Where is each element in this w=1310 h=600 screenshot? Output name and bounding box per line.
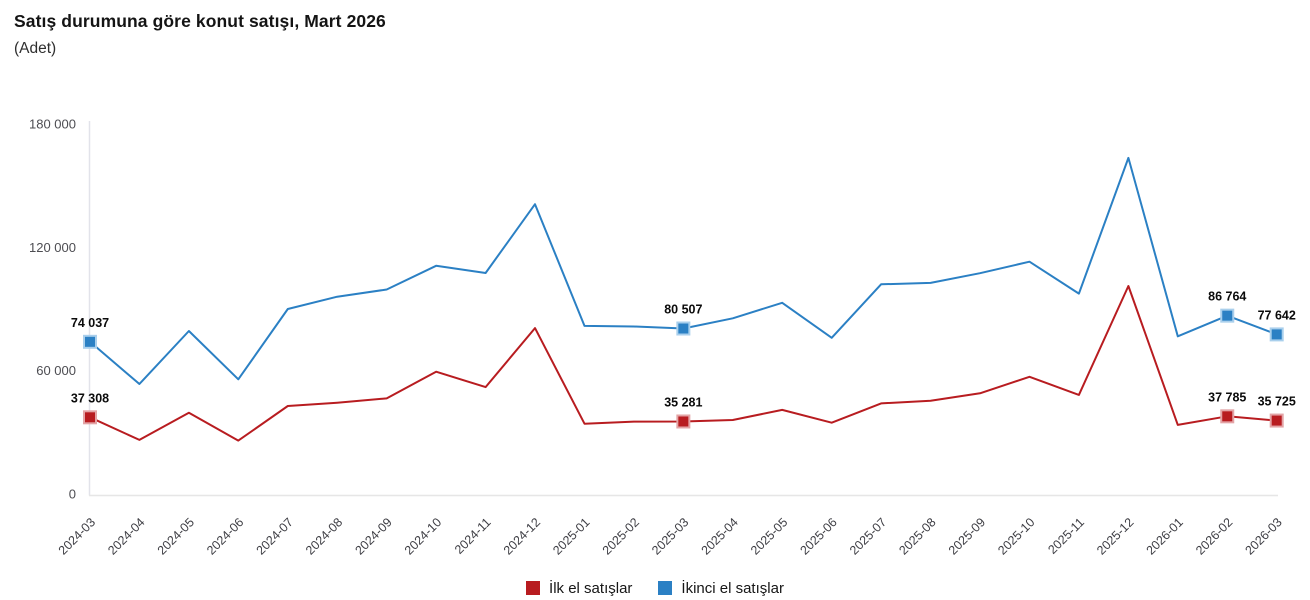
x-tick-label: 2024-05 <box>155 515 197 557</box>
x-tick-label: 2025-06 <box>797 515 839 557</box>
x-tick-label: 2024-06 <box>204 515 246 557</box>
x-tick-label: 2025-05 <box>748 515 790 557</box>
x-tick-label: 2024-08 <box>303 515 345 557</box>
legend-swatch-icon <box>526 581 541 595</box>
page-title: Satış durumuna göre konut satışı, Mart 2… <box>14 11 386 31</box>
data-point-marker-i-kinci-el-sat-lar-2026-02[interactable] <box>1220 308 1235 323</box>
data-point-marker-i-lk-el-sat-lar-2026-03[interactable] <box>1269 413 1284 428</box>
x-tick-label: 2026-02 <box>1193 515 1235 557</box>
y-tick-label: 60 000 <box>36 363 76 378</box>
x-tick-label: 2025-01 <box>550 515 592 557</box>
x-tick-label: 2026-03 <box>1242 515 1284 557</box>
x-tick-label: 2026-01 <box>1144 515 1186 557</box>
x-tick-label: 2025-04 <box>699 515 741 557</box>
x-tick-label: 2025-11 <box>1045 515 1087 557</box>
legend-label: İlk el satışlar <box>549 579 633 597</box>
x-tick-label: 2025-10 <box>995 515 1037 557</box>
legend-label: İkinci el satışlar <box>681 579 784 597</box>
data-point-marker-i-lk-el-sat-lar-2024-03[interactable] <box>83 410 97 425</box>
x-tick-label: 2025-12 <box>1094 515 1136 557</box>
x-tick-label: 2024-11 <box>452 515 494 557</box>
data-point-marker-i-lk-el-sat-lar-2026-02[interactable] <box>1220 409 1235 424</box>
x-tick-label: 2025-08 <box>896 515 938 557</box>
data-point-label: 77 642 <box>1258 308 1296 322</box>
data-point-marker-i-kinci-el-sat-lar-2024-03[interactable] <box>83 334 97 349</box>
x-tick-label: 2024-03 <box>56 515 98 557</box>
data-point-label: 74 037 <box>71 316 109 330</box>
legend-item-i-lk-el-sat-lar[interactable]: İlk el satışlar <box>526 580 632 597</box>
data-point-marker-i-kinci-el-sat-lar-2025-03[interactable] <box>676 321 691 336</box>
data-point-label: 35 725 <box>1258 395 1296 409</box>
data-point-label: 80 507 <box>664 303 702 317</box>
data-point-label: 35 281 <box>664 395 702 409</box>
y-tick-label: 120 000 <box>29 240 76 255</box>
x-tick-label: 2025-03 <box>649 515 691 557</box>
legend-swatch-icon <box>658 581 673 595</box>
x-tick-label: 2024-12 <box>501 515 543 557</box>
chart-legend: İlk el satışlar İkinci el satışlar <box>0 576 1310 600</box>
x-tick-label: 2024-04 <box>105 515 147 557</box>
x-tick-label: 2025-07 <box>847 515 889 557</box>
data-point-label: 86 764 <box>1208 290 1246 304</box>
x-tick-label: 2024-07 <box>254 515 296 557</box>
data-point-label: 37 785 <box>1208 390 1246 404</box>
data-point-marker-i-lk-el-sat-lar-2025-03[interactable] <box>676 414 691 429</box>
page-subtitle: (Adet) <box>14 40 57 57</box>
x-tick-label: 2025-09 <box>946 515 988 557</box>
x-tick-label: 2024-10 <box>402 515 444 557</box>
x-tick-label: 2025-02 <box>600 515 642 557</box>
y-tick-label: 0 <box>69 487 76 502</box>
data-point-label: 37 308 <box>71 391 109 405</box>
data-point-marker-i-kinci-el-sat-lar-2026-03[interactable] <box>1269 327 1284 342</box>
legend-item-i-kinci-el-sat-lar[interactable]: İkinci el satışlar <box>658 580 784 597</box>
x-tick-label: 2024-09 <box>352 515 394 557</box>
y-tick-label: 180 000 <box>29 117 76 132</box>
